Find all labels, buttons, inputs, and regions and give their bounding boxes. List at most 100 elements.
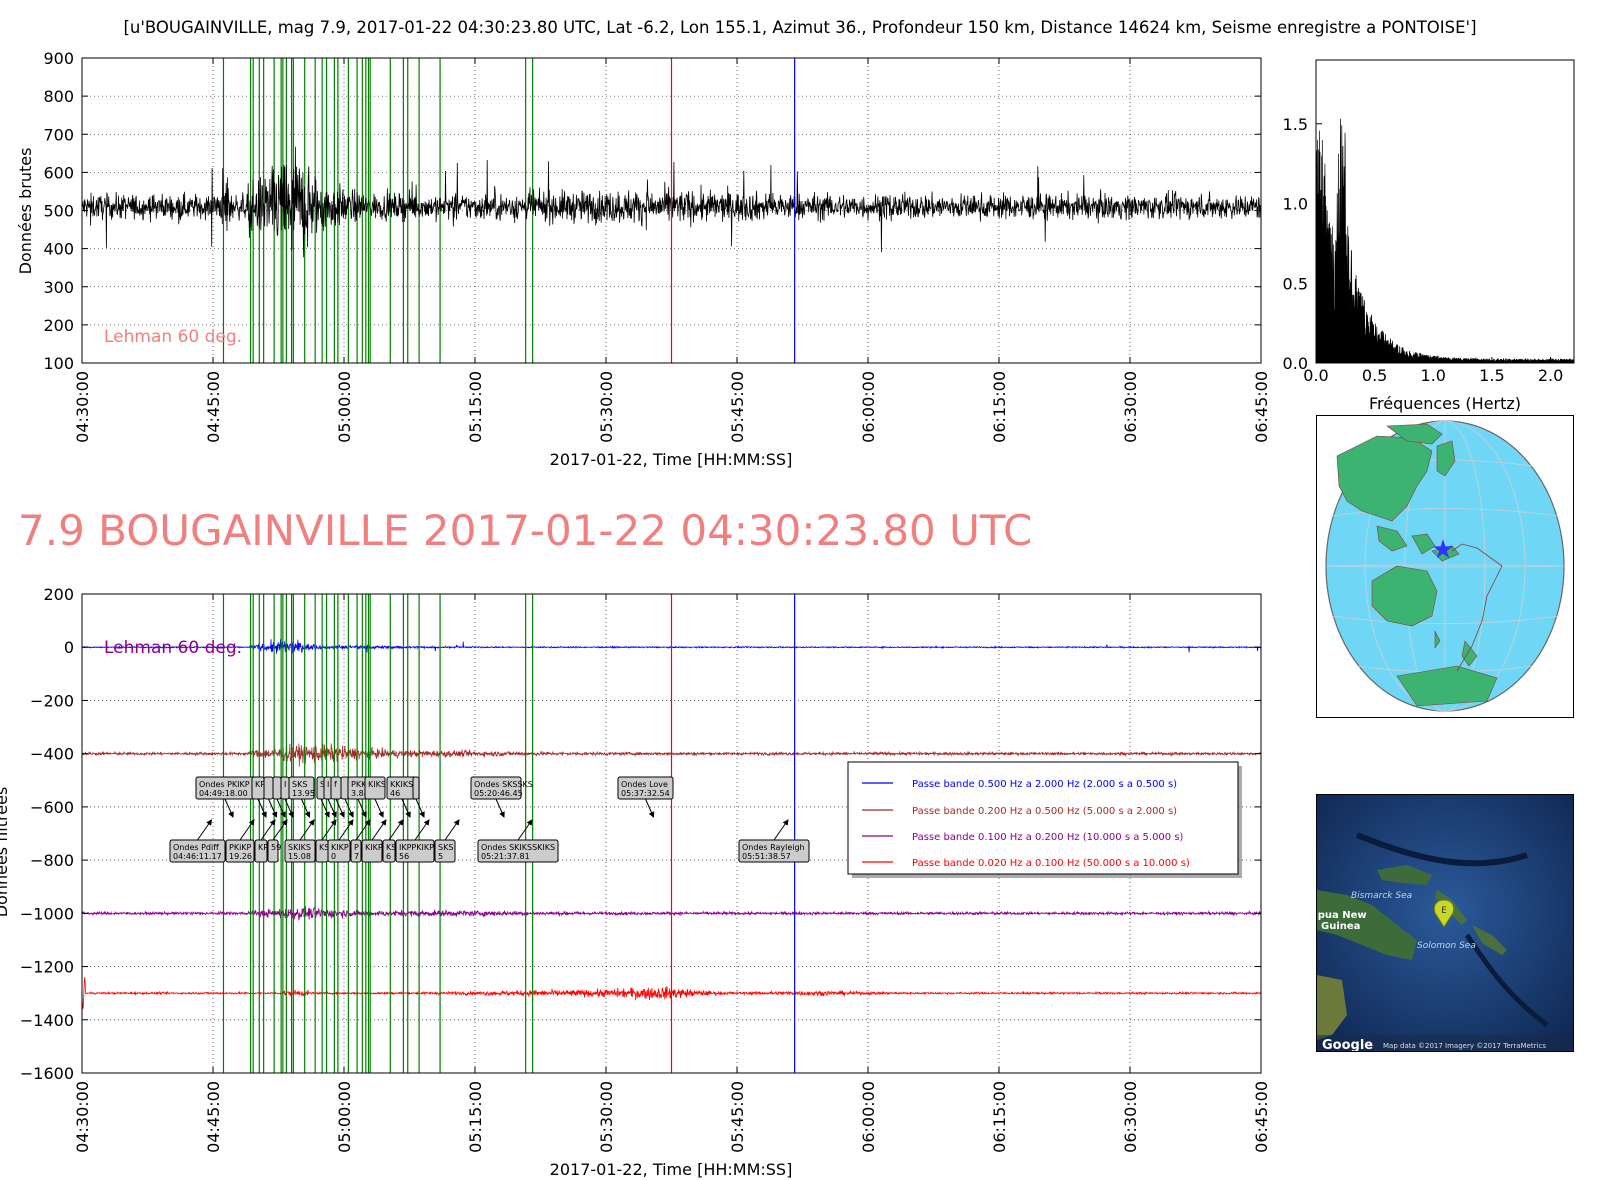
lower-box-4-text-1: 15.08: [288, 852, 311, 861]
raw-ytick-4: 500: [43, 202, 74, 221]
map-label-bismarck: Bismarck Sea: [1351, 891, 1412, 901]
flt-xtick-4: 05:30:00: [597, 1081, 616, 1153]
lower-box-5-text-0: KS: [319, 843, 329, 852]
raw-xtick-1: 04:45:00: [204, 371, 223, 443]
legend-bp1: Passe bande 0.500 Hz a 2.000 Hz (2.000 s…: [912, 779, 1177, 790]
upper-box-10-text-0: PKKS: [351, 780, 371, 789]
lower-box-7-text-1: 7: [354, 852, 359, 861]
lower-box-12-text-1: 05:21:37.81: [481, 852, 530, 861]
upper-box-13: [412, 776, 425, 818]
flt-ytick-3: −400: [30, 745, 74, 764]
spec-xtick-1: 0.5: [1362, 366, 1387, 385]
upper-box-7-text-0: I: [327, 780, 329, 789]
upper-box-11-text-0: KIKS: [368, 780, 386, 789]
map-attribution: Map data ©2017 Imagery ©2017 TerraMetric…: [1383, 1042, 1546, 1050]
lower-box-6-text-1: 0: [331, 852, 336, 861]
upper-box-15-text-1: 05:37:32.54: [621, 789, 670, 798]
filtered-lehman-label: Lehman 60 deg.: [104, 638, 242, 658]
flt-xtick-0: 04:30:00: [73, 1081, 92, 1153]
raw-xtick-8: 06:30:00: [1121, 371, 1140, 443]
flt-xtick-6: 06:00:00: [859, 1081, 878, 1153]
lower-box-0-text-1: 04:46:11.17: [173, 852, 222, 861]
upper-box-2: [263, 776, 278, 818]
filtered-x-ticks: 04:30:00 04:45:00 05:00:00 05:15:00 05:30:00…: [73, 594, 1271, 1153]
upper-box-14-text-0: Ondes SKSSKS: [474, 780, 533, 789]
lower-box-3-text-0: 59: [271, 843, 281, 852]
lower-box-1-text-1: 19.26: [229, 852, 252, 861]
flt-ytick-5: −800: [30, 851, 74, 870]
lower-box-12-text-0: Ondes SKIKSSKIKS: [481, 843, 555, 852]
raw-ytick-5: 600: [43, 163, 74, 182]
flt-xtick-2: 05:00:00: [335, 1081, 354, 1153]
raw-ytick-3: 400: [43, 240, 74, 259]
filtered-x-label: 2017-01-22, Time [HH:MM:SS]: [550, 1160, 793, 1179]
lower-box-5: KS: [315, 819, 337, 863]
lower-box-2: KPP: [254, 819, 276, 863]
lower-box-8: KIKP: [361, 819, 387, 863]
legend-bp3: Passe bande 0.100 Hz a 0.200 Hz (10.000 …: [912, 832, 1184, 843]
filtered-y-ticks: 200 0 −200 −400 −600 −800 −1000 −1200 −1400 −1600: [20, 585, 1261, 1083]
upper-box-12-text-1: 46: [390, 789, 400, 798]
lower-box-7-text-0: P: [354, 843, 359, 852]
spec-ytick-2: 1.0: [1283, 195, 1308, 214]
raw-lehman-label: Lehman 60 deg.: [104, 327, 242, 347]
lower-box-6-text-0: KIKP: [331, 843, 349, 852]
upper-box-8-text-0: f: [334, 780, 337, 789]
flt-ytick-0: 200: [43, 585, 74, 604]
upper-box-11: KIKS: [364, 776, 386, 818]
big-title: 7.9 BOUGAINVILLE 2017-01-22 04:30:23.80 …: [18, 506, 1033, 555]
lower-box-4-text-0: SKIKS: [288, 843, 311, 852]
raw-xtick-9: 06:45:00: [1252, 371, 1271, 443]
spec-xtick-0: 0.0: [1303, 366, 1328, 385]
upper-box-0-text-0: Ondes PKIKP: [199, 780, 250, 789]
lower-box-7: P7: [350, 819, 371, 863]
raw-chart: 100 200 300 400 500 600 700 800 900 04:30:00 04:4…: [16, 49, 1271, 469]
legend-bp2: Passe bande 0.200 Hz a 0.500 Hz (5.000 s…: [912, 806, 1177, 817]
upper-box-14-text-1: 05:20:46.45: [474, 789, 523, 798]
flt-ytick-2: −200: [30, 691, 74, 710]
epicenter-marker-label: E: [1441, 906, 1447, 916]
lower-box-10-text-0: IKPPKIKP: [399, 843, 434, 852]
map-label-solomon: Solomon Sea: [1417, 941, 1476, 951]
lower-box-11-text-0: SKS: [438, 843, 453, 852]
upper-box-5-text-1: 13.95: [292, 789, 315, 798]
filtered-y-label: Données filtrées: [0, 787, 11, 918]
flt-ytick-7: −1200: [20, 958, 74, 977]
spec-xtick-2: 1.0: [1421, 366, 1446, 385]
raw-ytick-7: 800: [43, 87, 74, 106]
lower-box-13-text-1: 05:51:38.57: [742, 852, 791, 861]
upper-box-1: KP: [251, 776, 267, 818]
upper-box-1-text-0: KP: [255, 780, 265, 789]
raw-ytick-6: 700: [43, 125, 74, 144]
spec-ytick-0: 0.0: [1283, 354, 1308, 373]
globe-panel: ★: [1316, 415, 1574, 718]
spectrum-chart: 0.0 0.5 1.0 1.5 2.0 0.0 0.5 1.0 1.5 Fréquences (…: [1283, 59, 1575, 413]
legend: Passe bande 0.500 Hz a 2.000 Hz (2.000 s…: [847, 761, 1242, 878]
lower-box-2-text-0: KPP: [258, 843, 273, 852]
lower-box-9-text-1: 6: [386, 852, 391, 861]
filtered-frame: [81, 593, 1262, 1074]
raw-xtick-4: 05:30:00: [597, 371, 616, 443]
lower-box-9-text-0: KS: [386, 843, 396, 852]
flt-xtick-3: 05:15:00: [466, 1081, 485, 1153]
epicenter-marker-icon: E: [1433, 899, 1455, 928]
lower-box-11-text-1: 5: [438, 852, 443, 861]
lower-box-10-text-1: 56: [399, 852, 409, 861]
raw-xtick-7: 06:15:00: [990, 371, 1009, 443]
upper-box-6-text-0: S: [320, 780, 325, 789]
flt-ytick-6: −1000: [20, 904, 74, 923]
spec-ytick-3: 1.5: [1283, 115, 1308, 134]
upper-box-9: [340, 776, 354, 818]
upper-box-12-text-0: KKIKS: [390, 780, 413, 789]
spectrum-x-label: Fréquences (Hertz): [1369, 394, 1521, 413]
upper-box-10-text-1: 3.88: [351, 789, 369, 798]
filtered-phase-lines: [222, 594, 534, 1073]
flt-xtick-8: 06:30:00: [1121, 1081, 1140, 1153]
